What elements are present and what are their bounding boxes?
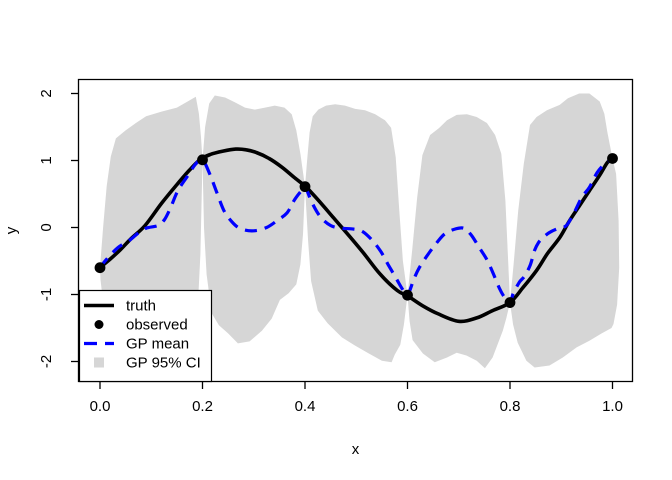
legend-label-truth: truth	[126, 298, 156, 315]
truth-curve	[98, 147, 614, 324]
x-axis-title: x	[352, 441, 360, 458]
observed-point	[402, 289, 413, 301]
curves-layer	[98, 147, 614, 324]
x-tick-label: 0.0	[90, 398, 111, 415]
points-layer	[94, 153, 618, 308]
x-tick-label: 0.2	[192, 398, 213, 415]
x-tick-label: 0.4	[295, 398, 316, 415]
y-tick-label: -1	[38, 288, 55, 301]
y-tick-label: 2	[38, 89, 55, 97]
observed-point	[607, 153, 618, 164]
y-axis-title: y	[3, 226, 20, 234]
plot-box-layer	[77, 78, 634, 383]
observed-point	[299, 181, 311, 193]
x-tick-label: 1.0	[602, 398, 623, 415]
y-tick-label: -2	[38, 355, 55, 368]
legend-ci-square-sample	[94, 357, 104, 368]
axes-layer: 0.0 0.2 0.4 0.6 0.8 1.0 -2 -1 0 1 2	[38, 89, 623, 415]
observed-point	[94, 262, 106, 274]
x-tick-label: 0.6	[397, 398, 418, 415]
y-tick-label: 1	[38, 156, 55, 164]
legend-observed-point-sample	[94, 320, 104, 329]
observed-point	[197, 154, 208, 166]
gp-ci-band	[100, 93, 620, 369]
ci-band-layer	[100, 93, 620, 369]
legend-label-observed: observed	[126, 317, 188, 334]
x-tick-label: 0.8	[500, 398, 521, 415]
legend: truth observed GP mean GP 95% CI	[78, 289, 213, 383]
observed-point	[504, 297, 516, 308]
y-tick-label: 0	[38, 223, 55, 231]
plot-box	[77, 78, 634, 383]
legend-label-gp-mean: GP mean	[126, 336, 189, 353]
gp-mean-curve	[98, 157, 614, 305]
legend-label-gp-ci: GP 95% CI	[126, 355, 201, 372]
